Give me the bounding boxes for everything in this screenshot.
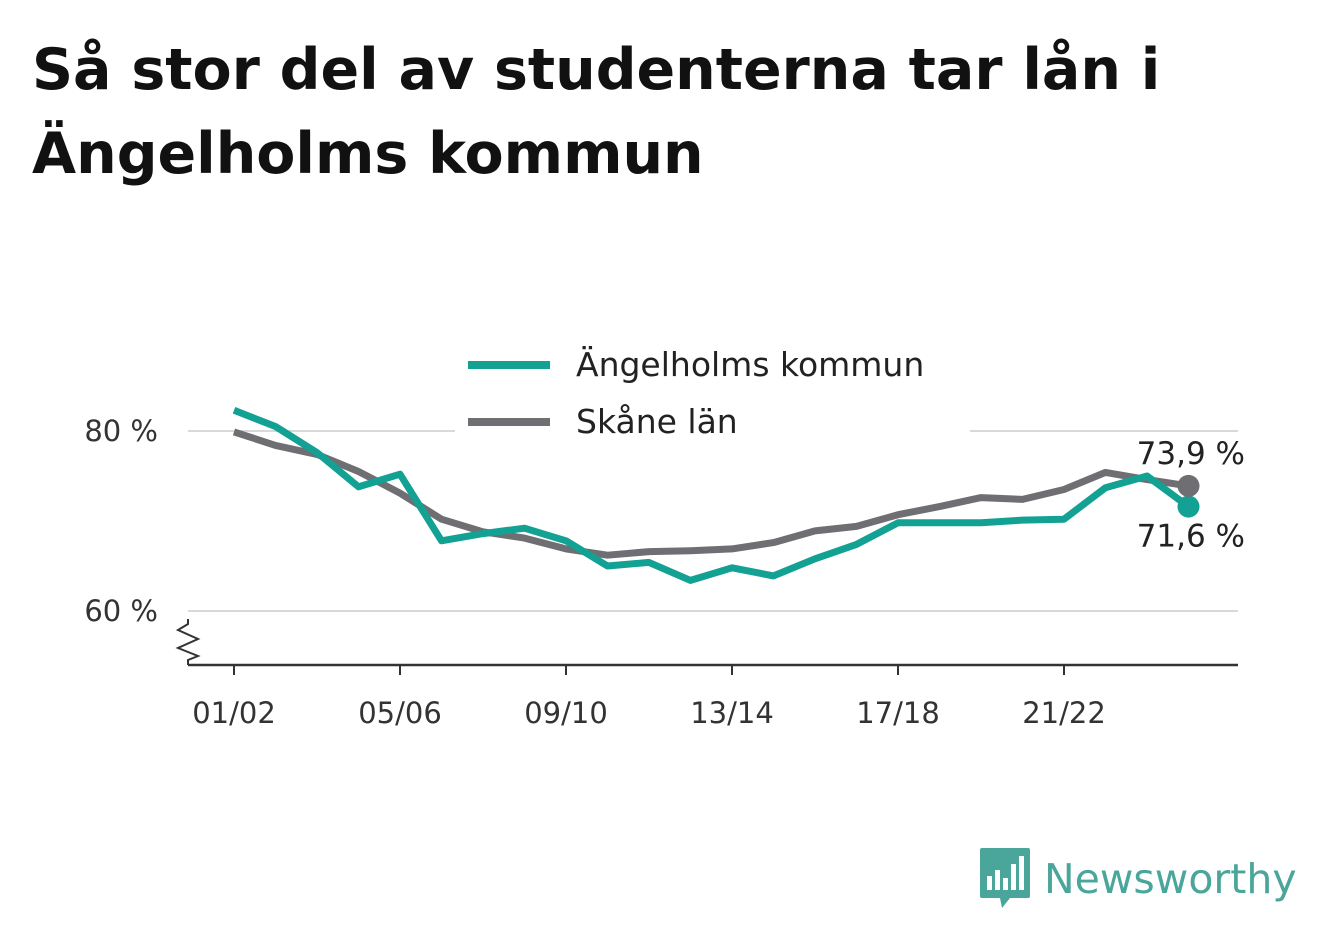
series-end-point: [1177, 474, 1200, 497]
end-value-label: 73,9 %: [1137, 436, 1245, 472]
x-tick-label: 13/14: [690, 696, 774, 730]
x-tick-label: 09/10: [524, 696, 608, 730]
legend-label: Ängelholms kommun: [576, 345, 924, 384]
series-line: [232, 428, 1190, 559]
bar-chart-icon: [980, 848, 1030, 908]
series-end-point: [1177, 495, 1200, 518]
x-tick-label: 21/22: [1022, 696, 1106, 730]
x-tick-label: 01/02: [192, 696, 276, 730]
y-tick-label: 60 %: [84, 594, 158, 628]
end-labels: 73,9 % 71,6 %: [1137, 436, 1245, 555]
legend-label: Skåne län: [576, 402, 738, 441]
legend: Ängelholms kommun Skåne län: [455, 336, 970, 448]
axes: 01/02 05/06 09/10 13/14 17/18 21/22: [175, 619, 1238, 730]
brand-name: Newsworthy: [1044, 855, 1297, 903]
x-tick-label: 17/18: [856, 696, 940, 730]
y-tick-label: 80 %: [84, 414, 158, 448]
brand-logo: Newsworthy: [980, 848, 1297, 910]
series-lines: [232, 407, 1191, 584]
series-line: [232, 407, 1191, 584]
page-title: Så stor del av studenterna tar lån i Äng…: [32, 37, 1161, 187]
legend-background: [455, 336, 970, 448]
grid-lines: 60 % 80 %: [84, 414, 1238, 628]
end-value-label: 71,6 %: [1137, 519, 1245, 555]
x-tick-label: 05/06: [358, 696, 442, 730]
axis-break-icon: [175, 619, 201, 665]
